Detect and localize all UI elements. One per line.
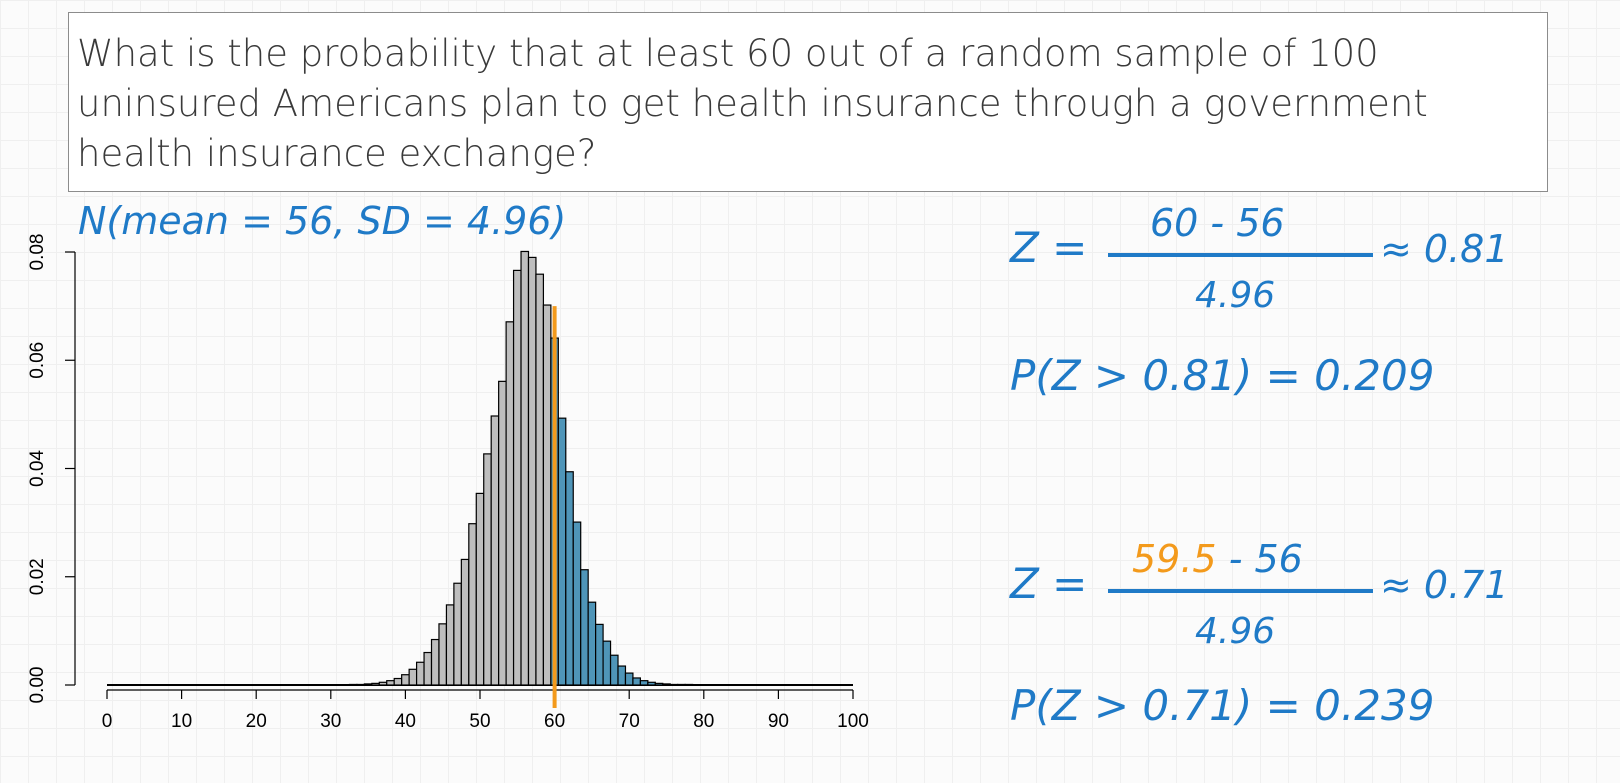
histogram-bar [401, 674, 410, 686]
histogram-bar [520, 250, 530, 686]
x-tick-label: 60 [544, 711, 565, 732]
x-tick-label: 70 [619, 711, 640, 732]
histogram-bar [468, 523, 477, 686]
histogram-bar [408, 668, 418, 686]
histogram-bar [483, 453, 492, 686]
histogram-bar [371, 682, 380, 686]
histogram-bar [624, 672, 634, 686]
histogram-bar [662, 683, 671, 686]
calc2-denominator: 4.96 [1195, 611, 1275, 652]
histogram-bar [348, 683, 358, 686]
histogram-bar [438, 623, 448, 686]
x-tick-label: 100 [837, 711, 869, 732]
histogram-bar [498, 380, 507, 686]
calc2-numerator: 59.5 - 56 [1132, 537, 1303, 581]
axes: 0 10 20 30 40 50 60 70 80 90 100 0.00 0.02 0.04 0.06 0.… [27, 234, 869, 732]
histogram-bar [684, 683, 694, 686]
histogram-bar [490, 415, 500, 686]
y-tick-label: 0.02 [27, 558, 48, 595]
calc2-fraction-bar [1108, 589, 1373, 593]
histogram-bar [527, 256, 537, 686]
histogram-bar [393, 677, 403, 686]
histogram-bar [430, 638, 440, 686]
x-tick-label: 0 [102, 711, 113, 732]
histogram-bar [580, 569, 589, 686]
histogram-bar [632, 677, 641, 686]
y-tick-label: 0.00 [27, 667, 48, 704]
bars [348, 250, 694, 686]
y-tick-label: 0.04 [27, 450, 48, 487]
x-tick-label: 90 [768, 711, 789, 732]
histogram-bar [423, 651, 433, 686]
calc1-z-prefix: Z = [1009, 223, 1087, 272]
calc2-numerator-highlight: 59.5 [1132, 537, 1217, 581]
histogram-bar [647, 681, 656, 686]
question-text: What is the probability that at least 60… [77, 32, 1428, 175]
histogram-bar [609, 654, 619, 686]
calc1-numerator: 60 - 56 [1150, 201, 1285, 245]
histogram-bar [617, 665, 627, 686]
histogram-bar [587, 601, 597, 686]
histogram-bar [460, 558, 470, 686]
histogram-bar [475, 492, 485, 686]
calc1-fraction-bar [1108, 253, 1373, 257]
calc2-z-prefix: Z = [1009, 559, 1087, 608]
histogram-bar [505, 321, 515, 686]
histogram-bar [356, 683, 365, 686]
histogram-bar [363, 683, 373, 686]
calc1-prob: P(Z > 0.81) = 0.209 [1010, 351, 1434, 400]
x-tick-label: 30 [320, 711, 341, 732]
x-tick-label: 80 [693, 711, 714, 732]
histogram-bar [378, 681, 388, 686]
x-tick-label: 10 [171, 711, 192, 732]
histogram-bar [386, 680, 395, 686]
distribution-label: N(mean = 56, SD = 4.96) [78, 199, 566, 243]
calc1-denominator: 4.96 [1195, 275, 1275, 316]
histogram-bar [565, 471, 574, 686]
y-tick-label: 0.08 [27, 234, 48, 271]
histogram-bar [415, 661, 425, 686]
y-tick-label: 0.06 [27, 342, 48, 379]
histogram-bar [453, 582, 462, 686]
calc2-prob: P(Z > 0.71) = 0.239 [1010, 681, 1434, 730]
question-box: What is the probability that at least 60… [68, 12, 1548, 192]
histogram-bar [512, 269, 522, 686]
histogram-bar [445, 604, 455, 686]
x-tick-label: 50 [469, 711, 490, 732]
histogram-bar [557, 417, 567, 686]
calc2-numerator-rest: - 56 [1217, 537, 1303, 581]
x-tick-label: 20 [246, 711, 267, 732]
histogram-bar [535, 273, 545, 686]
histogram-bar [677, 683, 686, 686]
histogram-bar [542, 304, 552, 686]
histogram-bar [602, 640, 612, 686]
x-tick-label: 40 [395, 711, 416, 732]
histogram-bar [654, 682, 664, 686]
calc1-approx: ≈ 0.81 [1380, 227, 1509, 271]
histogram-bar [639, 680, 649, 686]
histogram-bar [669, 683, 679, 686]
calc2-approx: ≈ 0.71 [1380, 563, 1509, 607]
histogram-bar [572, 521, 582, 686]
histogram-bar [595, 623, 604, 686]
